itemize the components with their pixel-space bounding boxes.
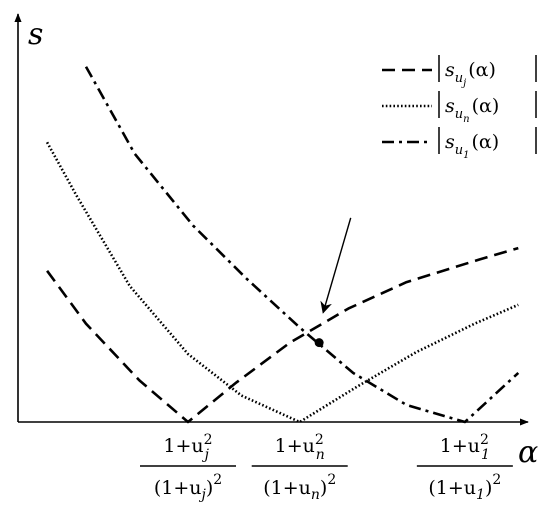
legend-label-0: suj(α) — [445, 59, 496, 89]
series-group — [45, 66, 520, 424]
series-line-2 — [84, 66, 520, 424]
x-axis-label: α — [518, 435, 538, 470]
y-axis-label: s — [28, 17, 43, 52]
annotation-group — [314, 217, 352, 348]
x-tick-labels: 1+u2 j (1+uj)2 1+u2 n (1+un)2 1+u2 1 (1+u1)2 — [140, 432, 513, 503]
tick-numerator: 1+u2 n — [275, 432, 325, 463]
series-line-0 — [46, 246, 519, 424]
tick-denominator: (1+u1)2 — [428, 472, 501, 503]
legend-label-2: su1(α) — [445, 131, 499, 161]
legend-label-1: sun(α) — [445, 95, 499, 125]
annotation-arrow — [320, 217, 352, 314]
x-tick-label-0: 1+u2 j (1+uj)2 — [140, 432, 236, 503]
intersection-point — [314, 338, 324, 348]
tick-denominator: (1+un)2 — [263, 472, 336, 503]
tick-numerator: 1+u2 1 — [440, 432, 490, 463]
legend: suj(α) sun(α) su1(α) — [382, 55, 537, 161]
x-tick-label-2: 1+u2 1 (1+u1)2 — [416, 432, 513, 503]
x-tick-label-1: 1+u2 n (1+un)2 — [251, 432, 348, 503]
series-line-1 — [45, 141, 519, 424]
tick-denominator: (1+uj)2 — [154, 472, 222, 503]
tick-numerator: 1+u2 j — [163, 432, 212, 463]
